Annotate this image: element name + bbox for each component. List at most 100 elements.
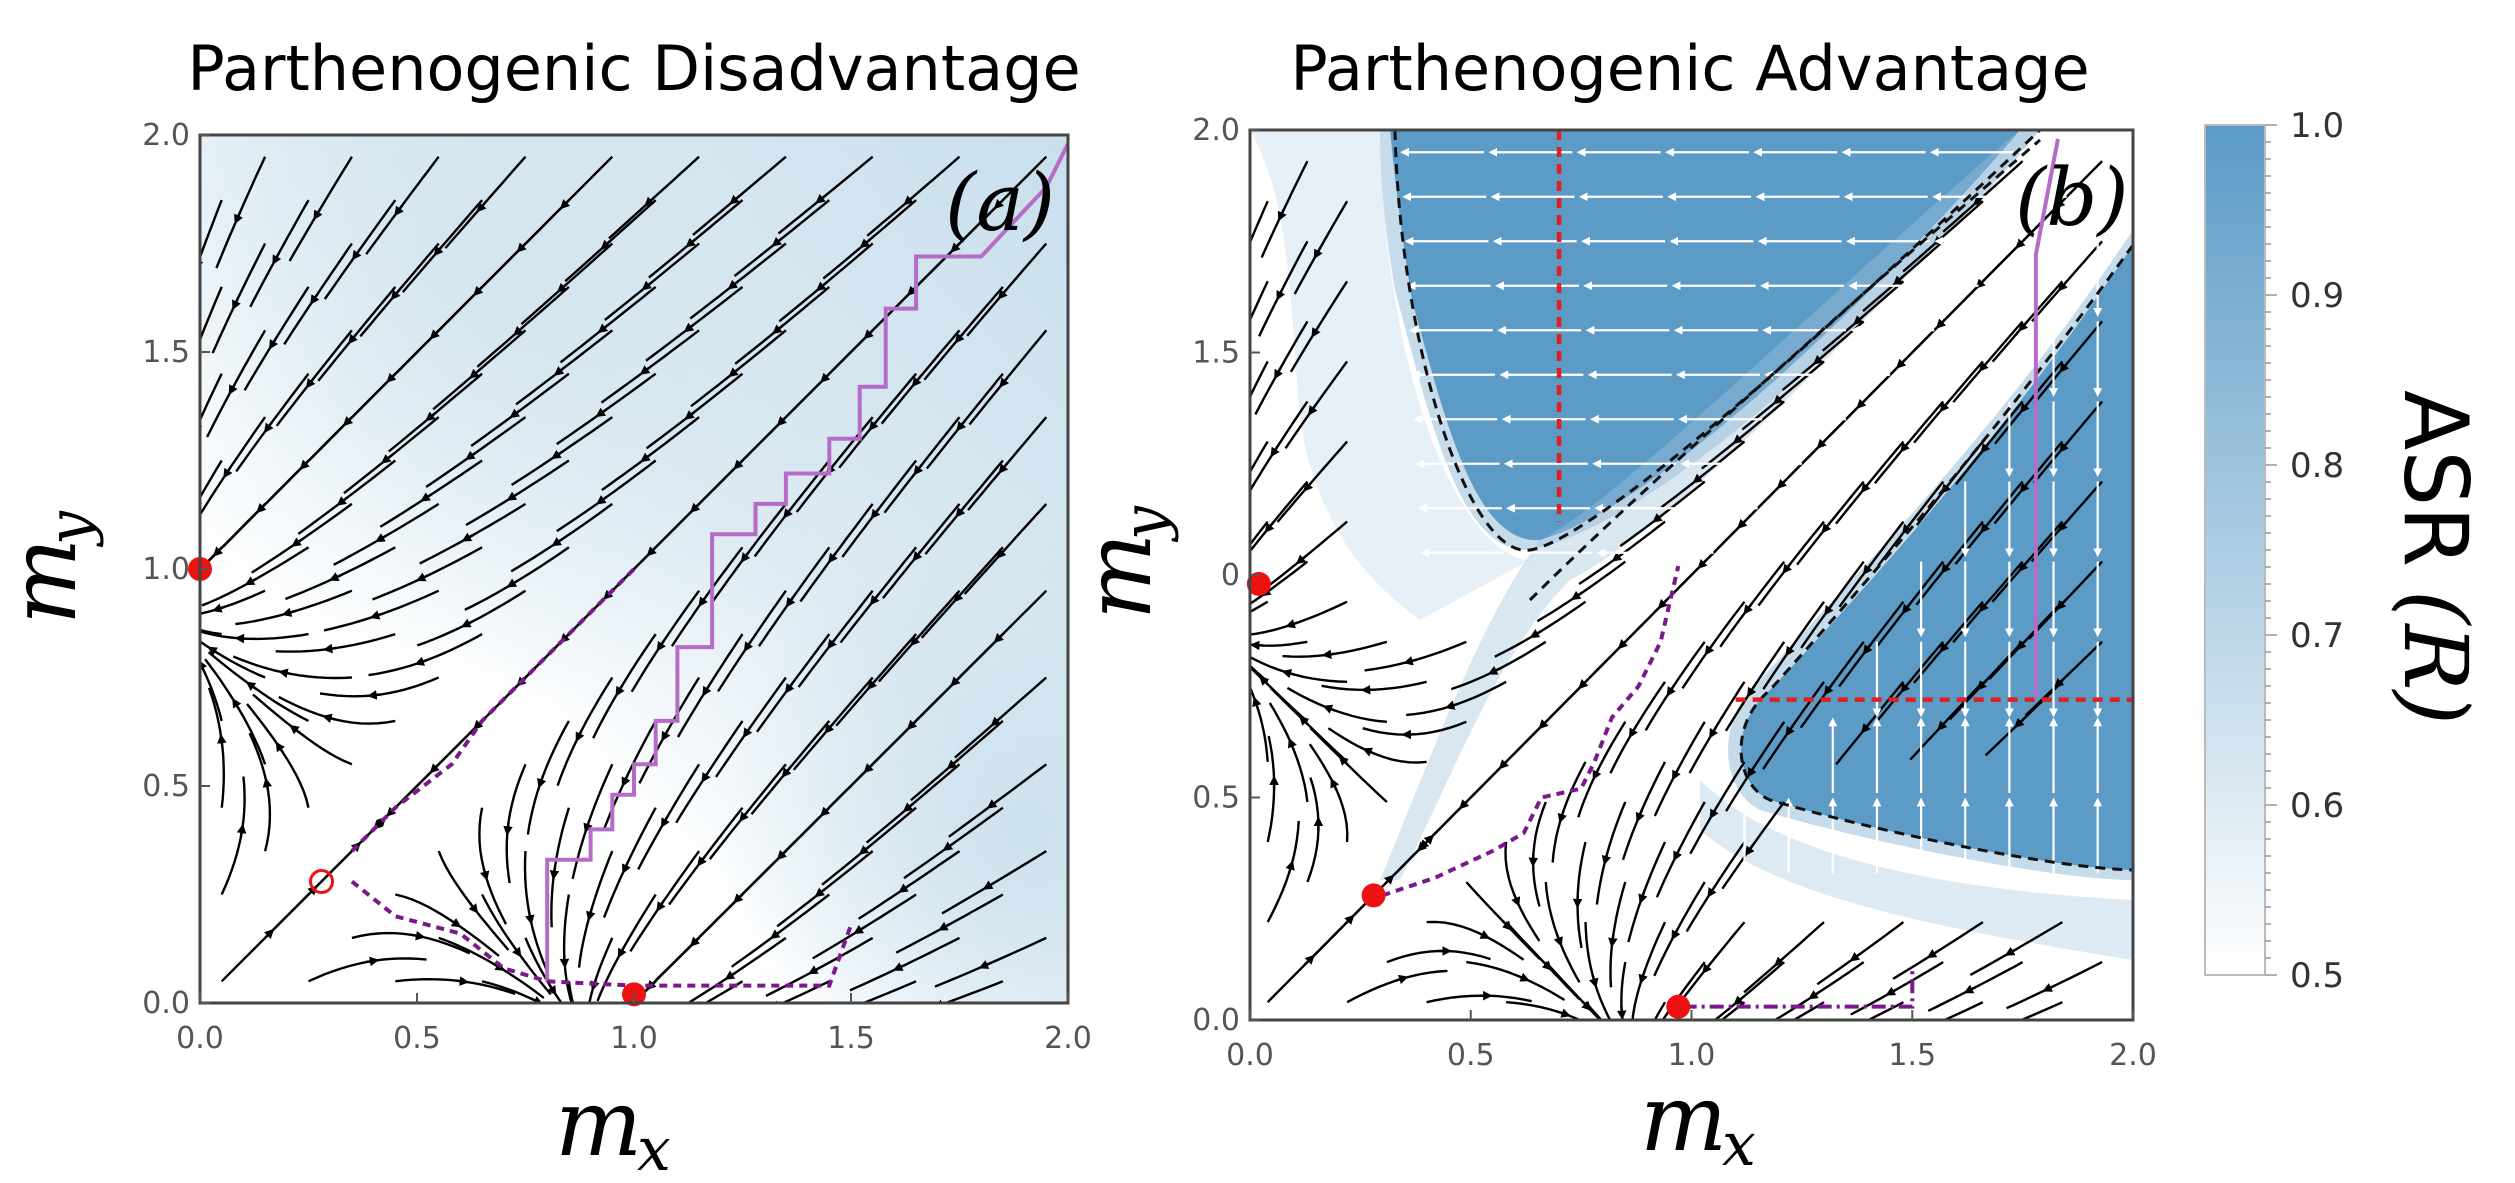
ytick-label: 0.5 — [142, 769, 190, 804]
stream-arrow — [460, 618, 474, 628]
stream-arrow — [2019, 401, 2030, 414]
panel-b-ticks: 0.0 0.5 1.0 1.5 2.0 0.0 0.5 0 1.5 2.0 — [1192, 113, 2157, 1073]
stream-arrow — [1281, 668, 1296, 679]
stream-arrow — [328, 572, 342, 581]
separatrix-dashed — [1393, 130, 2042, 552]
stream-arrow — [305, 377, 316, 389]
streamline — [200, 639, 266, 679]
stream-arrow — [1395, 974, 1409, 985]
stream-arrow — [433, 245, 444, 257]
stream-arrow — [898, 883, 910, 893]
stream-arrow — [537, 775, 547, 789]
stream-arrow — [1652, 513, 1664, 523]
panel-b-shade-bottom — [1700, 780, 2133, 960]
stream-arrow — [1862, 563, 1873, 575]
stream-arrow — [1935, 318, 1947, 329]
stream-arrow — [869, 594, 880, 606]
boundary-dashed-upper — [350, 567, 636, 853]
ytick-label: 1.5 — [142, 335, 190, 370]
boundary-dashed — [1381, 565, 1681, 898]
stream-arrow — [2018, 320, 2029, 332]
fixed-point-saddle — [1361, 883, 1386, 908]
stream-arrow — [551, 449, 563, 460]
stream-arrow — [1732, 434, 1745, 445]
stream-arrow — [982, 880, 996, 890]
stream-arrow — [863, 762, 874, 774]
ylabel-b: m y — [1065, 505, 1180, 620]
colorbar-tick-label: 0.9 — [2290, 276, 2344, 316]
stream-arrow — [1250, 640, 1264, 651]
xtick-label: 0.5 — [1447, 1038, 1495, 1073]
stream-arrow — [615, 684, 625, 697]
stream-arrow — [689, 936, 701, 947]
stream-arrow — [942, 841, 955, 851]
stream-arrow — [1589, 974, 1599, 989]
stream-arrow — [912, 550, 923, 562]
stream-arrow — [1538, 718, 1549, 730]
boundary-solid — [2033, 138, 2060, 700]
stream-arrow — [234, 633, 249, 644]
stream-arrow — [574, 1007, 577, 1015]
stream-arrow — [600, 239, 612, 250]
stream-arrow — [771, 236, 783, 247]
stream-arrow — [683, 322, 696, 333]
stream-arrow — [1295, 554, 1308, 565]
stream-arrow — [785, 595, 796, 608]
stream-arrow — [1980, 442, 1991, 454]
xtick-label: 0.0 — [1226, 1038, 1274, 1073]
stream-arrow — [234, 211, 243, 225]
stream-arrow — [1709, 806, 1719, 820]
stream-arrow — [828, 551, 838, 564]
stream-arrow — [425, 411, 437, 422]
stream-arrow — [950, 242, 961, 253]
stream-arrow — [1860, 481, 1871, 494]
stream-arrow — [656, 639, 666, 652]
stream-arrow — [1419, 838, 1430, 850]
stream-arrow — [1638, 890, 1648, 905]
stream-arrow — [1243, 250, 1246, 258]
ytick-label: 2.0 — [1192, 113, 1240, 148]
xtick-label: 1.0 — [1668, 1038, 1716, 1073]
stream-arrow — [461, 532, 474, 542]
stream-arrow — [902, 802, 914, 813]
stream-arrow — [1672, 767, 1681, 781]
stream-arrow — [1270, 445, 1280, 458]
stream-arrow — [228, 382, 238, 396]
stream-arrow — [1237, 615, 1245, 619]
stream-arrow — [411, 930, 426, 941]
stream-arrow — [820, 372, 831, 383]
stream-arrow — [1241, 480, 1245, 488]
stream-arrow — [1851, 1019, 1863, 1020]
stream-arrow — [1692, 473, 1704, 484]
xtick-label: 1.5 — [1888, 1038, 1936, 1073]
streamline — [1653, 1001, 1667, 1020]
streamline — [1791, 1001, 1825, 1020]
colorbar-label-text: ASR — [2384, 390, 2487, 567]
ylabel-b-main: m — [1065, 533, 1172, 620]
xlabel-b-sub: x — [1722, 1110, 1756, 1180]
stream-arrow — [207, 646, 220, 656]
stream-arrow — [728, 367, 740, 378]
stream-arrow — [1939, 401, 1950, 413]
stream-arrow — [1773, 956, 1785, 967]
xtick-label: 1.0 — [610, 1021, 658, 1056]
stream-arrow — [506, 491, 519, 501]
stream-arrow — [702, 684, 712, 697]
stream-arrow — [993, 198, 1005, 210]
stream-arrow — [1553, 933, 1563, 947]
stream-arrow — [1710, 1024, 1717, 1029]
stream-arrow — [644, 196, 655, 207]
panel-a: 0.0 0.5 1.0 1.5 2.0 0.0 0.5 1.0 1.5 2.0 (a) — [142, 118, 1092, 1056]
stream-arrow — [1733, 995, 1745, 1006]
colorbar-tick-label: 0.6 — [2290, 786, 2344, 826]
stream-arrow — [476, 201, 487, 213]
stream-arrow — [685, 237, 697, 248]
stream-arrow — [1978, 601, 1989, 613]
stream-arrow — [381, 454, 393, 464]
stream-arrow — [1823, 683, 1834, 696]
stream-arrow — [556, 282, 568, 293]
stream-arrow — [1287, 737, 1297, 751]
stream-arrow — [549, 866, 560, 881]
stream-arrow — [1611, 552, 1624, 562]
stream-arrow — [697, 855, 707, 867]
